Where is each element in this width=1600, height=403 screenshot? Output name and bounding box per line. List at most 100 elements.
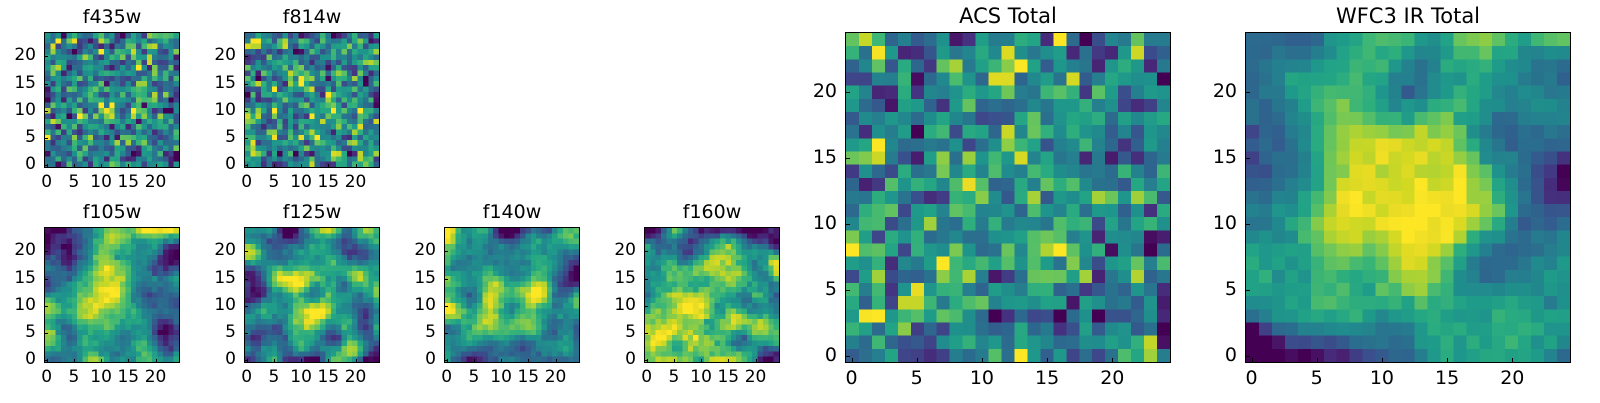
y-tick-mark: [845, 223, 850, 225]
y-tick-label: 10: [14, 99, 36, 120]
y-tick-label: 0: [225, 154, 236, 175]
panel-acs-total: ACS Total 0 5 10 15 20 0 5 10 15 20: [775, 2, 1211, 403]
y-tick-label: 20: [14, 45, 36, 66]
y-tick-label: 10: [1212, 211, 1237, 234]
x-tick-label: 0: [441, 367, 453, 387]
y-tick-label: 20: [14, 240, 36, 261]
y-tick-mark: [44, 110, 48, 112]
y-tick-label: 15: [214, 267, 236, 288]
y-tick-label: 5: [225, 322, 236, 343]
x-tick-label: 10: [969, 367, 994, 389]
y-tick-label: 20: [1212, 79, 1237, 102]
x-tick-mark: [755, 359, 757, 363]
y-tick-mark: [444, 333, 448, 335]
y-tick-mark: [44, 360, 48, 362]
y-tick-mark: [644, 251, 648, 253]
y-tick-label: 0: [425, 349, 436, 370]
y-tick-label: 0: [25, 349, 36, 370]
heatmap-axes-f435w: [44, 32, 180, 168]
x-tick-mark: [355, 164, 357, 168]
x-tick-mark: [128, 164, 130, 168]
y-tick-mark: [244, 278, 248, 280]
y-tick-mark: [444, 360, 448, 362]
x-tick-label: 10: [290, 367, 312, 387]
y-tick-mark: [444, 305, 448, 307]
heatmap-image-f125w: [245, 228, 379, 362]
panel-title-f125w: f125w: [282, 201, 342, 223]
heatmap-axes-f140w: [444, 227, 580, 363]
x-tick-label: 15: [117, 172, 140, 192]
y-tick-label: 5: [25, 127, 36, 148]
y-tick-mark: [1245, 290, 1250, 292]
heatmap-image-f140w: [445, 228, 579, 362]
x-tick-label: 5: [1310, 367, 1323, 389]
x-tick-mark: [555, 359, 557, 363]
y-tick-label: 20: [812, 79, 837, 102]
y-tick-mark: [44, 333, 48, 335]
y-tick-mark: [244, 251, 248, 253]
y-tick-mark: [1245, 91, 1250, 93]
y-tick-mark: [244, 56, 248, 58]
x-tick-label: 5: [268, 367, 280, 387]
x-tick-mark: [728, 359, 730, 363]
panel-f105w: f105w 0 5 10 15 20 0 5 10 15 20: [0, 197, 220, 403]
y-tick-label: 20: [214, 240, 236, 261]
x-tick-label: 10: [490, 367, 512, 387]
x-tick-label: 20: [544, 367, 567, 387]
y-tick-label: 20: [214, 45, 236, 66]
y-tick-mark: [44, 165, 48, 167]
y-tick-label: 15: [14, 267, 36, 288]
y-tick-label: 5: [25, 322, 36, 343]
y-tick-mark: [845, 356, 850, 358]
y-tick-label: 0: [824, 344, 837, 367]
x-tick-mark: [101, 164, 103, 168]
x-tick-mark: [273, 164, 275, 168]
x-tick-label: 5: [68, 172, 80, 192]
y-tick-mark: [644, 360, 648, 362]
x-tick-label: 20: [144, 172, 167, 192]
x-tick-label: 15: [317, 172, 340, 192]
panel-title-wfc3-ir-total: WFC3 IR Total: [1335, 4, 1481, 28]
x-tick-mark: [1447, 358, 1449, 363]
y-tick-label: 5: [425, 322, 436, 343]
x-tick-mark: [301, 164, 303, 168]
heatmap-image-f435w: [45, 33, 179, 167]
x-tick-label: 0: [1245, 367, 1258, 389]
y-tick-label: 15: [214, 72, 236, 93]
heatmap-image-f160w: [645, 228, 779, 362]
panel-title-f814w: f814w: [282, 6, 342, 28]
heatmap-image-acs-total: [846, 33, 1170, 362]
y-tick-mark: [244, 165, 248, 167]
y-tick-label: 10: [812, 211, 837, 234]
y-tick-label: 15: [14, 72, 36, 93]
x-tick-label: 5: [468, 367, 480, 387]
x-tick-mark: [355, 359, 357, 363]
x-tick-label: 15: [1435, 367, 1460, 389]
x-tick-label: 20: [744, 367, 767, 387]
y-tick-label: 15: [1212, 145, 1237, 168]
y-tick-mark: [244, 83, 248, 85]
x-tick-label: 10: [690, 367, 712, 387]
panel-wfc3-ir-total: WFC3 IR Total 0 5 10 15 20 0 5 10 15 20: [1175, 2, 1600, 403]
y-tick-mark: [244, 305, 248, 307]
y-tick-mark: [244, 360, 248, 362]
y-tick-label: 10: [414, 294, 436, 315]
x-tick-mark: [701, 359, 703, 363]
y-tick-label: 10: [614, 294, 636, 315]
x-tick-mark: [328, 164, 330, 168]
panel-title-f435w: f435w: [82, 6, 142, 28]
y-tick-mark: [1245, 157, 1250, 159]
panel-title-f160w: f160w: [682, 201, 742, 223]
x-tick-label: 20: [344, 172, 367, 192]
x-tick-mark: [73, 164, 75, 168]
y-tick-label: 5: [824, 278, 837, 301]
x-tick-label: 10: [1369, 367, 1394, 389]
panel-title-f105w: f105w: [82, 201, 142, 223]
y-tick-label: 5: [225, 127, 236, 148]
x-tick-label: 0: [845, 367, 858, 389]
y-tick-mark: [444, 251, 448, 253]
y-tick-mark: [44, 278, 48, 280]
panel-f435w: f435w 0 5 10 15 20 0 5 10 15 20: [0, 2, 220, 208]
panel-f814w: f814w 0 5 10 15 20 0 5 10 15 20: [174, 2, 420, 208]
